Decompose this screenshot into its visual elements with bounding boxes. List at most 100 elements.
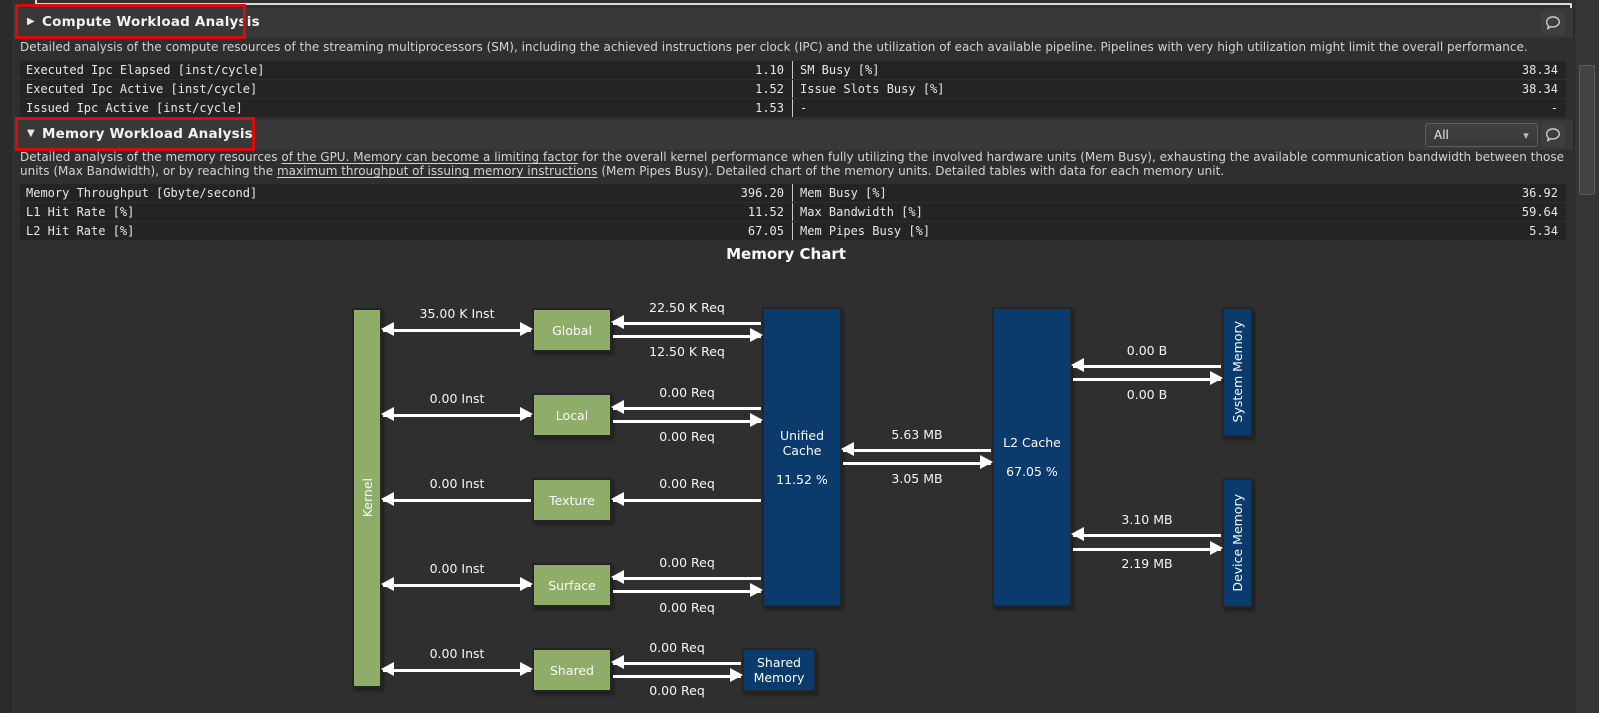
arrow-label: 12.50 K Req xyxy=(649,344,725,359)
arrow-label: 0.00 Req xyxy=(659,385,715,400)
metric-value: 1.10 xyxy=(755,63,784,77)
section-header-compute-workload[interactable]: ▶ Compute Workload Analysis xyxy=(14,8,1573,38)
desc-underlined-segment: of the GPU. Memory can become a limiting… xyxy=(281,150,579,164)
chart-node-global: Global xyxy=(532,308,612,352)
chart-node-kernel: Kernel xyxy=(352,308,382,688)
metric-value: 1.52 xyxy=(755,82,784,96)
chart-node-l2-cache: L2 Cache 67.05 % xyxy=(992,307,1072,607)
metric-value: 396.20 xyxy=(740,186,784,200)
metric-value: 11.52 xyxy=(747,205,784,219)
metric-value: 38.34 xyxy=(1521,82,1558,96)
previous-section-border xyxy=(35,3,1572,5)
metric-name: Executed Ipc Active [inst/cycle] xyxy=(26,82,258,96)
node-label: System Memory xyxy=(1230,321,1245,423)
node-label: Surface xyxy=(548,577,596,593)
desc-underlined-segment: maximum throughput of issuing memory ins… xyxy=(276,164,598,178)
vertical-scrollbar-thumb[interactable] xyxy=(1579,65,1595,195)
memory-metrics-table: Memory Throughput [Gbyte/second] 396.20 … xyxy=(20,184,1566,241)
metric-name: - xyxy=(800,101,808,115)
chart-node-local: Local xyxy=(532,393,612,437)
arrow-label: 2.19 MB xyxy=(1121,556,1173,571)
arrow-label: 0.00 Inst xyxy=(429,476,485,491)
arrow-label: 0.00 B xyxy=(1126,343,1168,358)
memory-description-line1: Detailed analysis of the memory resource… xyxy=(20,150,1565,164)
table-row: L1 Hit Rate [%] 11.52 Max Bandwidth [%] … xyxy=(20,203,1566,221)
section-title-compute: Compute Workload Analysis xyxy=(42,14,260,30)
arrow-label: 0.00 Req xyxy=(659,555,715,570)
column-divider xyxy=(792,61,793,79)
chart-node-device-memory: Device Memory xyxy=(1222,478,1253,608)
metric-value: - xyxy=(1550,101,1558,115)
metric-value: 36.92 xyxy=(1521,186,1558,200)
column-divider xyxy=(792,203,793,221)
metric-name: Executed Ipc Elapsed [inst/cycle] xyxy=(26,63,265,77)
node-label: Shared Memory xyxy=(753,655,805,685)
section-header-memory-workload[interactable]: ▼ Memory Workload Analysis xyxy=(14,120,1573,150)
chart-node-texture: Texture xyxy=(532,478,612,522)
metric-value: 59.64 xyxy=(1521,205,1558,219)
memory-description-line2: units (Max Bandwidth), or by reaching th… xyxy=(20,164,1565,178)
metric-value: 1.53 xyxy=(755,101,784,115)
previous-section-border-tick-left xyxy=(35,0,37,5)
column-divider xyxy=(792,80,793,98)
column-divider xyxy=(792,99,793,117)
metric-name: SM Busy [%] xyxy=(800,63,880,77)
column-divider xyxy=(792,222,793,240)
node-label: Global xyxy=(552,322,592,338)
collapse-arrow-icon: ▶ xyxy=(27,16,35,27)
chart-node-unified-cache: Unified Cache 11.52 % xyxy=(762,307,842,607)
metric-name: Issue Slots Busy [%] xyxy=(800,82,945,96)
speech-bubble-icon xyxy=(1545,16,1561,30)
node-label: Local xyxy=(555,407,589,423)
speech-bubble-icon xyxy=(1545,128,1561,142)
expand-arrow-icon: ▼ xyxy=(27,128,35,139)
table-row: Executed Ipc Active [inst/cycle] 1.52 Is… xyxy=(20,80,1566,98)
metric-value: 38.34 xyxy=(1521,63,1558,77)
node-label: Shared xyxy=(549,662,594,678)
arrow-label: 0.00 Inst xyxy=(429,646,485,661)
arrow-label: 0.00 Req xyxy=(649,640,705,655)
arrow-label: 0.00 Inst xyxy=(429,391,485,406)
memory-unit-filter-dropdown[interactable]: All ▾ xyxy=(1425,123,1538,147)
chart-node-shared-memory: Shared Memory xyxy=(742,648,816,692)
compute-description: Detailed analysis of the compute resourc… xyxy=(20,40,1528,54)
table-row: Executed Ipc Elapsed [inst/cycle] 1.10 S… xyxy=(20,61,1566,79)
arrow-label: 22.50 K Req xyxy=(649,300,725,315)
metric-name: Memory Throughput [Gbyte/second] xyxy=(26,186,258,200)
memory-chart-title: Memory Chart xyxy=(726,245,846,263)
node-label: Kernel xyxy=(359,478,375,518)
arrow-label: 3.05 MB xyxy=(891,471,943,486)
metric-name: Issued Ipc Active [inst/cycle] xyxy=(26,101,243,115)
arrow-label: 0.00 Req xyxy=(659,429,715,444)
metric-name: L2 Hit Rate [%] xyxy=(26,224,135,238)
hit-rate-value: 67.05 % xyxy=(1006,464,1058,479)
chart-node-system-memory: System Memory xyxy=(1222,307,1253,437)
node-label: Device Memory xyxy=(1230,494,1245,592)
node-label: L2 Cache xyxy=(1003,435,1061,450)
node-label: Unified Cache xyxy=(779,427,825,458)
arrow-label: 5.63 MB xyxy=(891,427,943,442)
comment-button-compute[interactable] xyxy=(1541,11,1565,35)
compute-metrics-table: Executed Ipc Elapsed [inst/cycle] 1.10 S… xyxy=(20,61,1566,118)
table-row: L2 Hit Rate [%] 67.05 Mem Pipes Busy [%]… xyxy=(20,222,1566,240)
dropdown-selected-value: All xyxy=(1434,128,1449,142)
arrow-label: 0.00 Req xyxy=(649,683,705,698)
left-gutter xyxy=(0,0,14,713)
comment-button-memory[interactable] xyxy=(1541,123,1565,147)
table-row: Memory Throughput [Gbyte/second] 396.20 … xyxy=(20,184,1566,202)
metric-name: Mem Pipes Busy [%] xyxy=(800,224,931,238)
table-row: Issued Ipc Active [inst/cycle] 1.53 - - xyxy=(20,99,1566,117)
chart-node-surface: Surface xyxy=(532,563,612,607)
arrow-label: 35.00 K Inst xyxy=(419,306,495,321)
arrow-label: 0.00 Req xyxy=(659,476,715,491)
arrow-label: 0.00 Req xyxy=(659,600,715,615)
chart-node-shared: Shared xyxy=(532,648,612,692)
desc-segment: Detailed analysis of the memory resource… xyxy=(20,150,282,164)
metric-name: L1 Hit Rate [%] xyxy=(26,205,135,219)
node-label: Texture xyxy=(549,492,595,508)
chevron-down-icon: ▾ xyxy=(1523,128,1529,142)
section-title-memory: Memory Workload Analysis xyxy=(42,126,253,142)
metric-value: 67.05 xyxy=(747,224,784,238)
hit-rate-value: 11.52 % xyxy=(776,471,828,487)
arrow-label: 3.10 MB xyxy=(1121,512,1173,527)
